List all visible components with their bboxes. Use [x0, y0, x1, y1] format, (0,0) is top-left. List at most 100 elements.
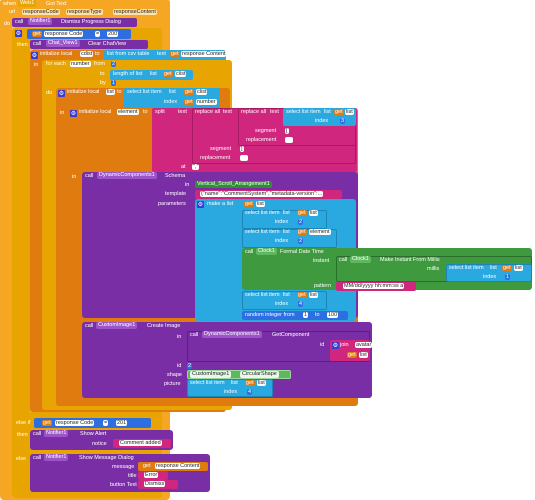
getcomp-component[interactable]: DynamicComponents1 — [202, 331, 262, 338]
getcomp-id: id — [320, 342, 325, 348]
param-responseType[interactable]: responseType — [66, 9, 103, 15]
create-image-component[interactable]: CustomImage1 — [96, 322, 138, 329]
for-each-var[interactable]: number — [70, 61, 91, 67]
join-var[interactable]: list — [359, 352, 368, 358]
else-if-num[interactable]: 201 — [116, 420, 128, 426]
create-image-id-val[interactable]: 2 — [187, 363, 193, 369]
picture-list: list — [231, 380, 238, 386]
init-list-gear-icon[interactable]: ⚙ — [58, 90, 65, 97]
random-to-val[interactable]: 100 — [327, 312, 339, 318]
join-val-1[interactable]: avatar — [355, 342, 373, 348]
notice-val[interactable]: Comment added — [119, 440, 162, 446]
picture-select: select list item — [190, 380, 225, 386]
csv-get-var[interactable]: response Content — [181, 51, 227, 57]
row3-index: index — [275, 301, 289, 307]
if-var[interactable]: response Code — [44, 31, 84, 37]
init-elem-gear-icon[interactable]: ⚙ — [70, 110, 77, 117]
segment-val-2[interactable]: ] — [240, 146, 244, 152]
replacement-val-2[interactable] — [240, 155, 248, 161]
segment-val-1[interactable]: [ — [285, 128, 289, 134]
in-label-1: in — [34, 62, 39, 68]
getcomp-method: GetComponent — [272, 332, 310, 338]
length-block[interactable] — [110, 70, 193, 80]
button-text-val[interactable]: Dismiss — [144, 481, 166, 487]
row0-idx[interactable]: 2 — [298, 219, 304, 225]
else-if-op[interactable]: = — [103, 420, 109, 426]
select-list3-idx[interactable]: 3 — [340, 118, 346, 124]
row1-var[interactable]: element — [309, 229, 331, 235]
row1-idx[interactable]: 2 — [298, 238, 304, 244]
length-get-var[interactable]: clist — [175, 71, 187, 77]
init-gear-icon[interactable]: ⚙ — [31, 52, 38, 59]
for-each-by-val[interactable]: 1 — [111, 80, 117, 86]
instant-component[interactable]: Clock1 — [350, 256, 371, 263]
random-from[interactable]: 1 — [303, 312, 309, 318]
row3-var[interactable]: list — [309, 292, 318, 298]
csv-table-block[interactable] — [104, 50, 225, 60]
msg-dialog-component[interactable]: Notifier1 — [44, 454, 69, 461]
clock-method: Formal Date Time — [280, 249, 324, 255]
chat-clear-method: Clear ChatView — [88, 41, 127, 47]
when-label: when — [3, 1, 17, 7]
show-alert-component[interactable]: Notifier1 — [44, 430, 69, 437]
row1-index: index — [275, 238, 289, 244]
title-val[interactable]: Error — [144, 472, 159, 478]
message-var[interactable]: response Content — [155, 463, 201, 469]
init-elem-name[interactable]: element — [117, 109, 139, 115]
replacement-val-1[interactable] — [285, 137, 293, 143]
show-alert-notice: notice — [92, 441, 107, 447]
schema-in-val[interactable]: Vertical_Scroll_Arrangement1 — [195, 181, 272, 188]
chat-clear-block[interactable] — [30, 40, 148, 49]
dismiss-block[interactable] — [12, 18, 137, 27]
if-get-label: get — [32, 31, 42, 37]
pattern-val[interactable]: MM/dd/yyyy hh:mm:ss a — [343, 283, 405, 289]
replace-all-text-2: text — [270, 109, 279, 115]
schema-component[interactable]: DynamicComponents1 — [97, 172, 157, 179]
millis-var[interactable]: list — [514, 265, 523, 271]
millis-select: select list item — [449, 265, 484, 271]
make-list-get-var[interactable]: list — [256, 201, 265, 207]
else-if-get: get — [42, 420, 52, 426]
init-elem-to: to — [143, 109, 148, 115]
millis-idx[interactable]: 1 — [505, 274, 511, 280]
replace-all-label-2: replace all — [241, 109, 267, 115]
init-clist-name[interactable]: cdist — [80, 51, 94, 57]
else-if-var[interactable]: response Code — [55, 420, 95, 426]
param-responseContent[interactable]: responseContent — [113, 9, 157, 15]
chat-clear-component[interactable]: Chat_View1 — [46, 40, 80, 47]
join-gear-icon[interactable]: ⚙ — [332, 342, 339, 349]
length-label: length of list — [113, 71, 143, 77]
init-list-name[interactable]: list — [106, 89, 115, 95]
make-list-gear-icon[interactable]: ⚙ — [197, 201, 204, 208]
if-gear-icon[interactable]: ⚙ — [15, 30, 22, 37]
picture-idx[interactable]: 4 — [247, 389, 253, 395]
at-val[interactable]: "," — [192, 164, 200, 170]
else-label: else — [16, 456, 27, 462]
shape-block[interactable] — [187, 370, 291, 379]
row0-var[interactable]: list — [309, 210, 318, 216]
clock-component[interactable]: Clock1 — [256, 248, 277, 255]
do-label-2: do — [46, 90, 53, 96]
param-responseCode[interactable]: responseCode — [22, 9, 60, 15]
select-clist-index-var[interactable]: number — [196, 99, 217, 105]
init-clist-label: initialize local — [40, 51, 73, 57]
select-clist-list: list — [169, 89, 176, 95]
shape-val[interactable]: CircularShape — [240, 371, 279, 378]
row3-idx[interactable]: 4 — [298, 301, 304, 307]
init-list-label: initialize local — [67, 89, 100, 95]
picture-index: index — [224, 389, 238, 395]
event-component-dropdown[interactable]: Web1 — [18, 0, 37, 7]
select-list3-var[interactable]: list — [345, 109, 354, 115]
dismiss-component[interactable]: Notifier1 — [28, 18, 53, 25]
init-clist-to: to — [95, 51, 100, 57]
if-num[interactable]: 200 — [107, 31, 119, 37]
shape-component[interactable]: CustomImage1 — [190, 371, 232, 378]
select-clist-var[interactable]: clist — [196, 89, 208, 95]
template-val[interactable]: {"name":"CommentSystem","metadata-versio… — [200, 191, 324, 197]
picture-var[interactable]: list — [257, 380, 266, 386]
for-each-from-val[interactable]: 2 — [111, 61, 117, 67]
row0-list: list — [283, 210, 290, 216]
if-op[interactable]: = — [95, 31, 101, 37]
random-block[interactable] — [242, 311, 348, 320]
csv-get: get — [170, 51, 180, 57]
